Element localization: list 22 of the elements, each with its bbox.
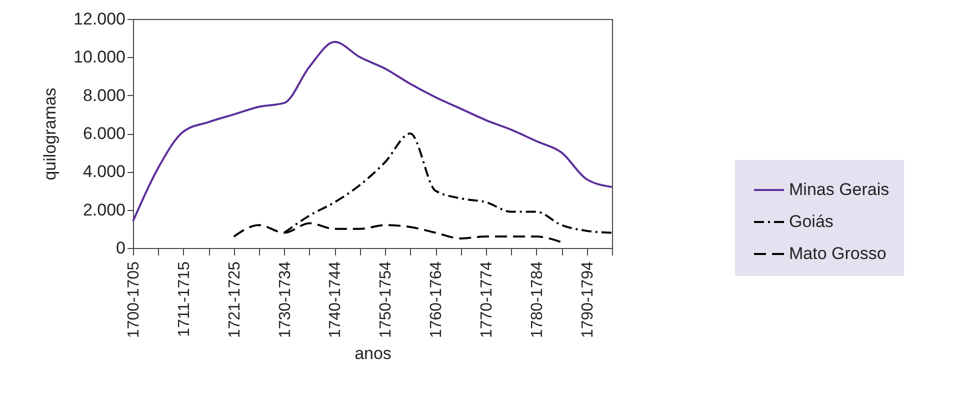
x-tick-label: 1711-1715	[176, 261, 193, 337]
x-axis-title: anos	[354, 344, 392, 364]
x-tick-label: 1790-1794	[579, 261, 596, 338]
x-tick-label: 1780-1784	[528, 261, 546, 338]
x-tick-label: 1700-1705	[126, 261, 142, 338]
y-tick-label: 8.000	[82, 86, 126, 105]
legend-label: Mato Grosso	[789, 244, 886, 263]
x-tick-label: 1740-1744	[327, 261, 344, 338]
y-tick-label: 12.000	[74, 10, 126, 28]
y-tick-label: 6.000	[82, 124, 126, 143]
x-tick-label: 1750-1754	[378, 261, 395, 338]
legend-label: Minas Gerais	[789, 180, 890, 199]
y-tick-label: 10.000	[74, 48, 126, 67]
y-axis-title: quilogramas	[40, 88, 60, 180]
x-tick-label: 1770-1774	[478, 261, 496, 338]
x-tick-label: 1760-1764	[428, 261, 446, 338]
legend-label: Goiás	[789, 212, 834, 231]
y-tick-label: 4.000	[82, 162, 126, 182]
x-tick-label: 1721-1725	[226, 261, 244, 338]
y-tick-label: 0	[116, 238, 126, 258]
x-tick-label: 1730-1734	[276, 261, 294, 338]
y-tick-label: 2.000	[82, 200, 126, 220]
